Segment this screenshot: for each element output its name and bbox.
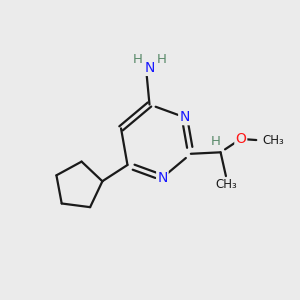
Text: N: N [144,61,155,75]
Text: O: O [236,132,246,146]
Text: CH₃: CH₃ [215,178,237,191]
Text: H: H [210,134,220,148]
Text: N: N [179,110,190,124]
Text: CH₃: CH₃ [262,134,284,147]
Text: H: H [157,53,167,66]
Text: N: N [157,171,168,185]
Text: H: H [133,53,142,66]
